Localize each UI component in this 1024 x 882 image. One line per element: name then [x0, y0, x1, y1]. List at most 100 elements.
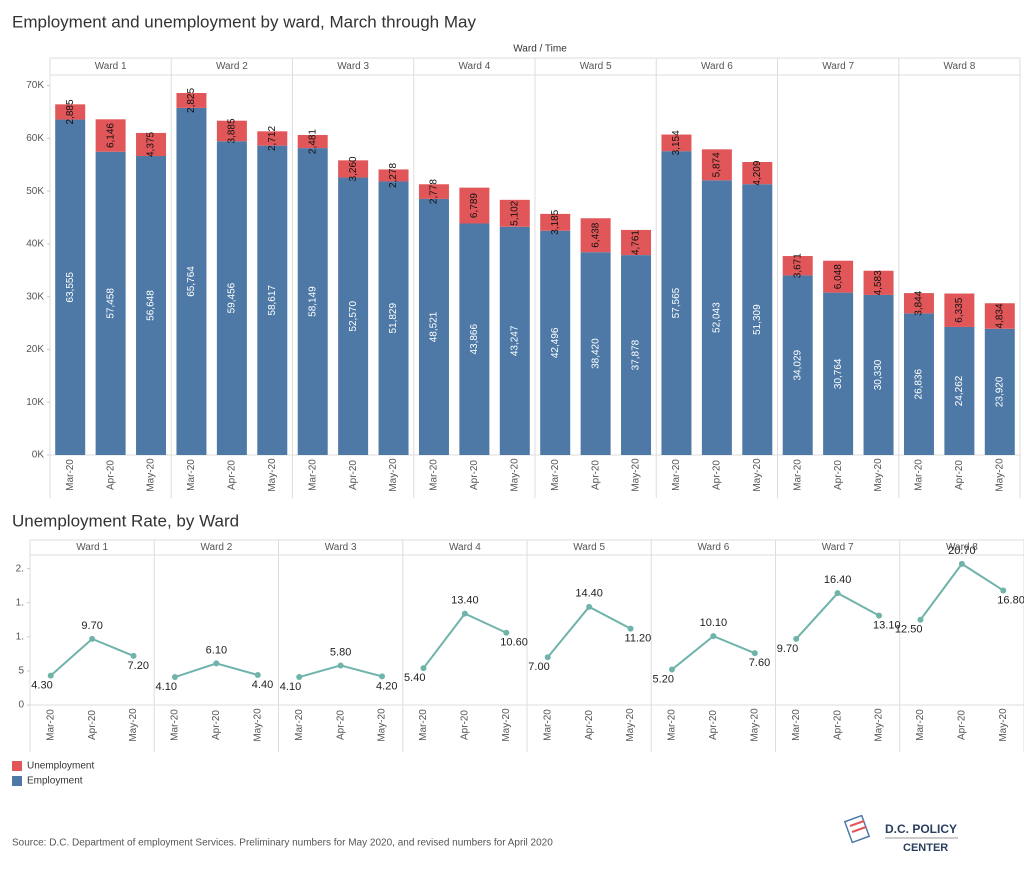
point — [586, 603, 593, 610]
data-label: 6,789 — [469, 193, 480, 218]
ward-label: Ward 8 — [943, 61, 975, 72]
data-label: 57,565 — [671, 287, 682, 318]
bar-segment — [176, 107, 207, 455]
line — [546, 605, 632, 658]
x-tick-label: Mar-20 — [914, 459, 925, 491]
data-label: 43,247 — [509, 325, 520, 356]
x-tick-label: May-20 — [377, 708, 388, 742]
data-label: 10.60 — [500, 637, 528, 649]
point — [503, 629, 510, 636]
data-label: 3,260 — [348, 156, 359, 181]
data-label: 3,885 — [227, 118, 238, 143]
y-tick-label: 5 — [18, 666, 24, 677]
x-tick-label: Apr-20 — [227, 460, 238, 490]
line — [671, 634, 756, 671]
data-label: 2,712 — [267, 126, 278, 151]
y-tick-label: 1. — [16, 631, 24, 642]
bar-segment — [499, 199, 530, 227]
x-tick-label: Mar-20 — [542, 709, 553, 741]
bar-segment — [984, 303, 1015, 329]
data-label: 4,375 — [146, 132, 157, 157]
ward-label: Ward 7 — [822, 542, 854, 553]
bar-segment — [580, 252, 611, 455]
data-label: 34,029 — [792, 349, 803, 380]
bar-segment — [136, 132, 167, 157]
bar-segment — [459, 187, 490, 224]
bar-segment — [297, 148, 328, 456]
point — [420, 665, 427, 672]
x-tick-label: Apr-20 — [832, 710, 843, 740]
data-label: 38,420 — [590, 338, 601, 369]
bar-segment — [136, 156, 167, 455]
y-tick-label: 1. — [16, 597, 24, 608]
x-tick-label: May-20 — [998, 708, 1009, 742]
y-tick-label: 30K — [26, 291, 44, 302]
x-tick-label: May-20 — [509, 458, 520, 492]
bar-segment — [257, 145, 288, 455]
bar-segment — [782, 275, 813, 455]
data-label: 5.80 — [330, 646, 351, 658]
data-label: 6,048 — [833, 264, 844, 289]
logo: D.C. POLICY CENTER — [843, 814, 958, 854]
chart-title: Employment and unemployment by ward, Mar… — [12, 12, 476, 31]
data-label: 14.40 — [575, 588, 603, 600]
data-label: 63,555 — [65, 272, 76, 303]
data-label: 4.20 — [376, 680, 397, 692]
point — [254, 672, 261, 678]
point — [958, 560, 965, 567]
data-label: 4,583 — [873, 270, 884, 295]
data-label: 5,874 — [712, 152, 723, 177]
point — [89, 635, 96, 642]
data-label: 5.20 — [653, 673, 674, 685]
line — [422, 612, 507, 669]
ward-label: Ward 2 — [216, 61, 248, 72]
bar-segment — [944, 293, 975, 327]
x-tick-label: May-20 — [146, 458, 157, 492]
bar-segment — [257, 131, 288, 146]
bar-segment — [338, 160, 369, 178]
bar-segment — [661, 134, 692, 152]
data-label: 4.10 — [156, 681, 177, 693]
x-tick-label: May-20 — [874, 708, 885, 742]
bar-segment — [742, 184, 773, 455]
y-tick-label: 70K — [26, 80, 44, 91]
x-tick-label: May-20 — [749, 708, 760, 742]
bar-segment — [216, 141, 247, 455]
x-tick-label: Mar-20 — [550, 459, 561, 491]
source: Source: D.C. Department of employment Se… — [12, 838, 553, 849]
bar-segment — [863, 294, 894, 455]
point — [834, 590, 841, 597]
x-tick-label: Apr-20 — [712, 460, 723, 490]
ward-label: Ward 5 — [580, 61, 612, 72]
data-label: 7.60 — [749, 657, 770, 669]
legend-swatch — [12, 776, 22, 786]
bar-segment — [903, 293, 934, 314]
data-label: 2,481 — [307, 129, 318, 154]
y-tick-label: 60K — [26, 133, 44, 144]
x-tick-label: Mar-20 — [294, 709, 305, 741]
data-label: 16.40 — [824, 574, 852, 586]
x-tick-label: Apr-20 — [954, 460, 965, 490]
x-tick-label: Mar-20 — [170, 709, 181, 741]
bar-segment — [823, 292, 854, 455]
x-tick-label: Mar-20 — [65, 459, 76, 491]
bar-segment — [459, 223, 490, 455]
x-tick-label: May-20 — [252, 708, 263, 742]
point — [751, 650, 758, 657]
data-label: 4.30 — [31, 680, 52, 692]
line — [919, 562, 1004, 621]
data-label: 57,458 — [105, 288, 116, 319]
logo-text: CENTER — [903, 842, 948, 854]
bar-segment — [782, 256, 813, 276]
data-label: 59,456 — [227, 282, 238, 313]
data-label: 24,262 — [954, 375, 965, 406]
x-tick-label: May-20 — [994, 458, 1005, 492]
point — [1000, 587, 1007, 594]
logo-icon — [851, 826, 867, 833]
x-tick-label: Mar-20 — [792, 459, 803, 491]
point — [544, 654, 551, 661]
point — [337, 662, 344, 669]
data-label: 9.70 — [81, 620, 102, 632]
y-tick-label: 0K — [32, 450, 45, 461]
ward-label: Ward 3 — [337, 61, 369, 72]
